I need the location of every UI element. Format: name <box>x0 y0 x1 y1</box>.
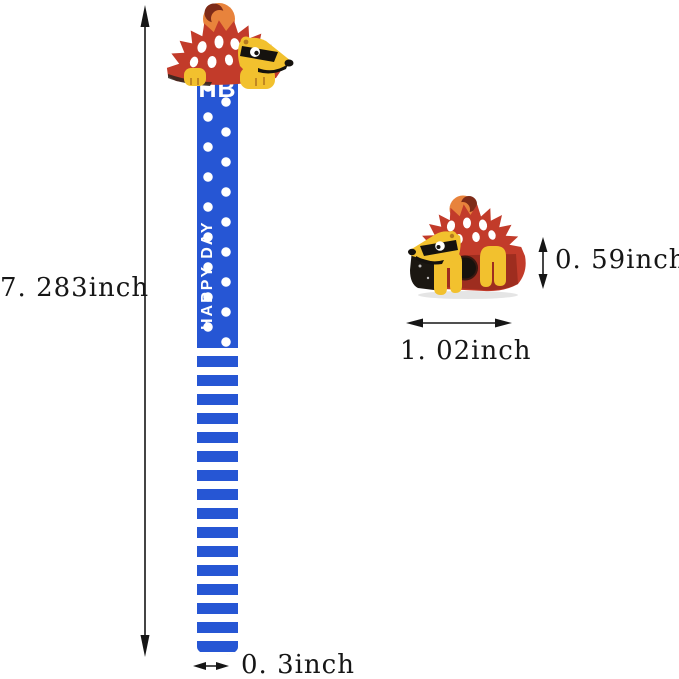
pencil-width-arrow-icon <box>193 662 229 670</box>
pencil: HB HAPPY DAY <box>197 70 238 655</box>
pencil-striped-section <box>197 348 238 655</box>
sharpener-height-arrow-icon <box>538 237 548 289</box>
sharpener-width-arrow-icon <box>406 318 512 328</box>
hedgehog-topper-icon <box>166 3 294 89</box>
sharpener-width-label: 1. 02inch <box>400 336 532 366</box>
pencil-length-label: 7. 283inch <box>0 273 150 303</box>
sharpener-height-label: 0. 59inch <box>555 245 679 275</box>
pencil-upper-body: HB HAPPY DAY <box>197 70 238 348</box>
hedgehog-sharpener-icon <box>408 195 526 299</box>
pencil-length-arrow-icon <box>140 5 150 657</box>
pencil-width-label: 0. 3inch <box>241 650 355 679</box>
pencil-slogan-label: HAPPY DAY <box>199 220 216 330</box>
